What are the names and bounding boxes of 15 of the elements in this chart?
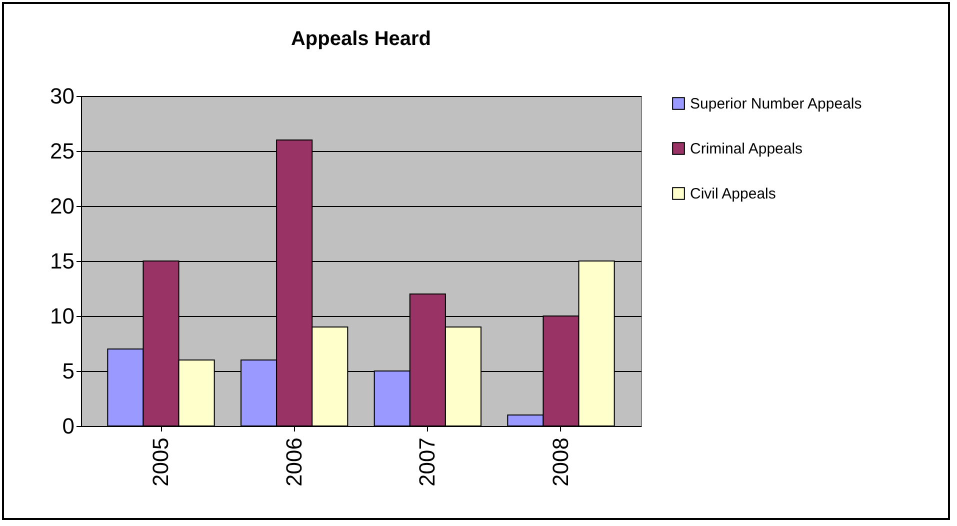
y-tick-label: 5 <box>62 358 74 384</box>
legend-label: Civil Appeals <box>690 186 776 202</box>
legend-label: Criminal Appeals <box>690 140 803 158</box>
y-tick-label: 20 <box>50 194 74 218</box>
y-tick-label: 25 <box>50 138 74 164</box>
y-tick-label: 15 <box>50 248 74 274</box>
x-tick-label: 2005 <box>148 438 173 486</box>
x-tick-label: 2007 <box>414 438 440 486</box>
x-tick-label: 2008 <box>548 438 573 486</box>
y-tick-label: 10 <box>50 304 74 328</box>
chart-title: Appeals Heard <box>290 28 432 50</box>
y-tick-label: 0 <box>62 414 74 438</box>
legend-label: Superior Number Appeals <box>690 96 862 112</box>
x-tick-label: 2006 <box>281 438 306 486</box>
y-tick-label: 30 <box>50 84 74 108</box>
